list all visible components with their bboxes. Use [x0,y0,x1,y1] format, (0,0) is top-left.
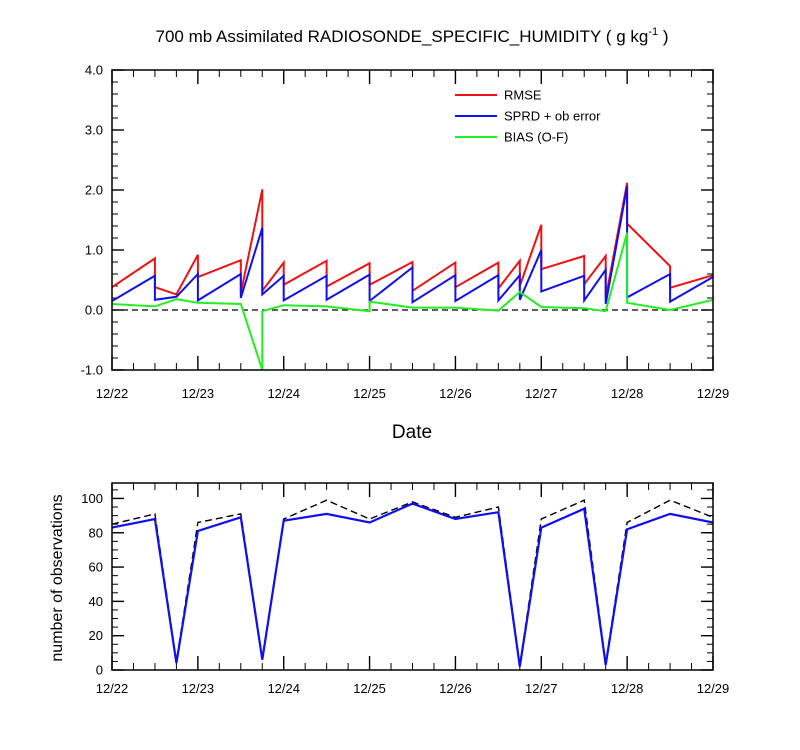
y-tick-label: -1.0 [81,363,103,378]
x-tick-label: 12/25 [353,681,386,696]
x-tick-label: 12/27 [525,681,558,696]
y-tick-label: 4.0 [85,63,103,78]
y-tick-label: 100 [81,491,103,506]
x-tick-label: 12/26 [439,681,472,696]
series-line-assimilated [111,502,714,667]
x-axis-label: Date [392,422,432,443]
y-tick-label: 60 [89,560,103,575]
y-tick-label: 3.0 [85,123,103,138]
legend-label-rmse: RMSE [504,88,542,103]
x-tick-label: 12/29 [697,681,730,696]
y-tick-label: 0.0 [85,303,103,318]
x-tick-label: 12/28 [611,386,644,401]
x-tick-label: 12/23 [182,681,215,696]
x-tick-label: 12/24 [267,681,300,696]
legend-label-sprd-ob-error: SPRD + ob error [504,109,601,124]
series-line-bias-o-f [111,232,714,371]
x-tick-label: 12/22 [96,386,129,401]
plot-frame [111,69,714,371]
y-tick-label: 80 [89,525,103,540]
y-tick-label: 20 [89,628,103,643]
x-tick-label: 12/22 [96,681,129,696]
lower-plot: 12/22 12/23 12/24 12/25 12/26 12/27 12/28 12/29… [81,482,730,696]
y-tick-label: 0 [96,663,103,678]
chart-title-text: 700 mb Assimilated RADIOSONDE_SPECIFIC_H… [156,27,649,46]
chart-title-exponent: -1 [648,26,658,38]
legend-label-bias-o-f: BIAS (O-F) [504,130,568,145]
x-tick-label: 12/27 [525,386,558,401]
x-tick-label: 12/28 [611,681,644,696]
y-axis-label: number of observations [49,494,66,661]
y-tick-label: 2.0 [85,183,103,198]
y-tick-label: 1.0 [85,243,103,258]
plot-frame [111,482,714,671]
x-tick-label: 12/29 [697,386,730,401]
x-tick-label: 12/25 [353,386,386,401]
x-tick-label: 12/26 [439,386,472,401]
chart-title: 700 mb Assimilated RADIOSONDE_SPECIFIC_H… [156,26,669,46]
series-line-sprd-ob-error [111,186,714,305]
y-tick-label: 40 [89,594,103,609]
upper-plot: 12/22 12/23 12/24 12/25 12/26 12/27 12/28 12/29… [81,63,730,402]
x-tick-label: 12/24 [267,386,300,401]
x-tick-label: 12/23 [182,386,215,401]
chart-title-close: ) [658,27,668,46]
